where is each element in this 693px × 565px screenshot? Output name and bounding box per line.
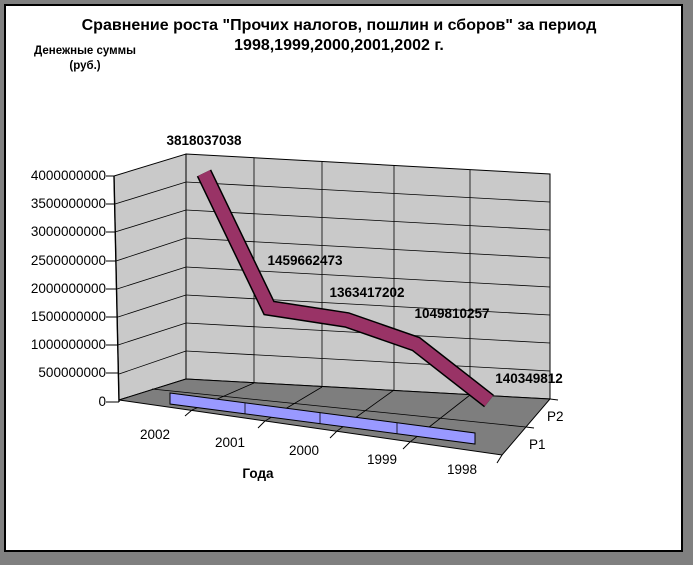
value-tick-label: 500000000 <box>38 365 106 380</box>
value-axis-title: Денежные суммы (руб.) <box>34 45 136 72</box>
value-tick-label: 0 <box>98 394 106 409</box>
value-tick-label: 3500000000 <box>31 196 106 211</box>
category-label: 2002 <box>140 427 170 442</box>
category-label: 2000 <box>289 443 319 458</box>
chart-title: Сравнение роста "Прочих налогов, пошлин … <box>82 17 597 54</box>
category-axis-ticks <box>184 409 503 464</box>
value-axis-tick-labels: 4000000000 3500000000 3000000000 2500000… <box>31 168 106 409</box>
data-label: 1049810257 <box>414 306 489 321</box>
value-tick-label: 3000000000 <box>31 224 106 239</box>
series-axis-labels: P2 P1 <box>529 409 564 452</box>
value-tick-label: 2500000000 <box>31 253 106 268</box>
chart-walls <box>113 153 552 456</box>
data-label: 1363417202 <box>329 285 404 300</box>
chart-title-line1: Сравнение роста "Прочих налогов, пошлин … <box>82 17 597 34</box>
chart-3d-plot: Сравнение роста "Прочих налогов, пошлин … <box>31 17 597 481</box>
series-axis-ticks <box>525 398 559 429</box>
back-wall <box>185 153 551 400</box>
series-p1-ribbon <box>169 392 476 445</box>
chart-title-line2: 1998,1999,2000,2001,2002 г. <box>234 37 444 54</box>
category-axis-title: Года <box>242 466 274 481</box>
value-axis-title-line1: Денежные суммы <box>34 45 136 57</box>
series-label-p1: P1 <box>529 437 546 452</box>
value-tick-label: 2000000000 <box>31 281 106 296</box>
value-axis <box>106 175 120 403</box>
data-label: 3818037038 <box>166 133 242 148</box>
value-tick-label: 1500000000 <box>31 309 106 324</box>
value-axis-ticks <box>106 175 119 403</box>
side-wall-gridlines <box>114 181 187 375</box>
value-axis-title-line2: (руб.) <box>69 60 100 72</box>
data-label: 1459662473 <box>267 253 343 268</box>
series-p2-data-labels: 3818037038 1459662473 1363417202 1049810… <box>166 133 562 386</box>
series-label-p2: P2 <box>547 409 564 424</box>
category-label: 1998 <box>447 462 477 477</box>
category-axis-tick-labels: 2002 2001 2000 1999 1998 <box>140 427 477 477</box>
chart-canvas: Сравнение роста "Прочих налогов, пошлин … <box>4 4 683 552</box>
category-label: 2001 <box>215 435 245 450</box>
data-label: 140349812 <box>495 371 563 386</box>
value-tick-label: 4000000000 <box>31 168 106 183</box>
series-p2-ribbon <box>196 169 494 408</box>
series-p1-ribbon-segments <box>244 403 398 434</box>
value-tick-label: 1000000000 <box>31 337 106 352</box>
category-label: 1999 <box>367 452 397 467</box>
